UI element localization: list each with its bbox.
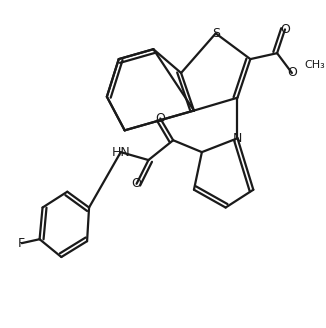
Text: N: N <box>233 132 242 145</box>
Text: O: O <box>287 67 297 79</box>
Text: F: F <box>18 237 25 250</box>
Text: O: O <box>132 177 141 190</box>
Text: CH₃: CH₃ <box>304 60 325 70</box>
Text: S: S <box>212 27 220 40</box>
Text: O: O <box>280 23 290 36</box>
Text: HN: HN <box>111 146 130 159</box>
Text: O: O <box>156 112 165 125</box>
